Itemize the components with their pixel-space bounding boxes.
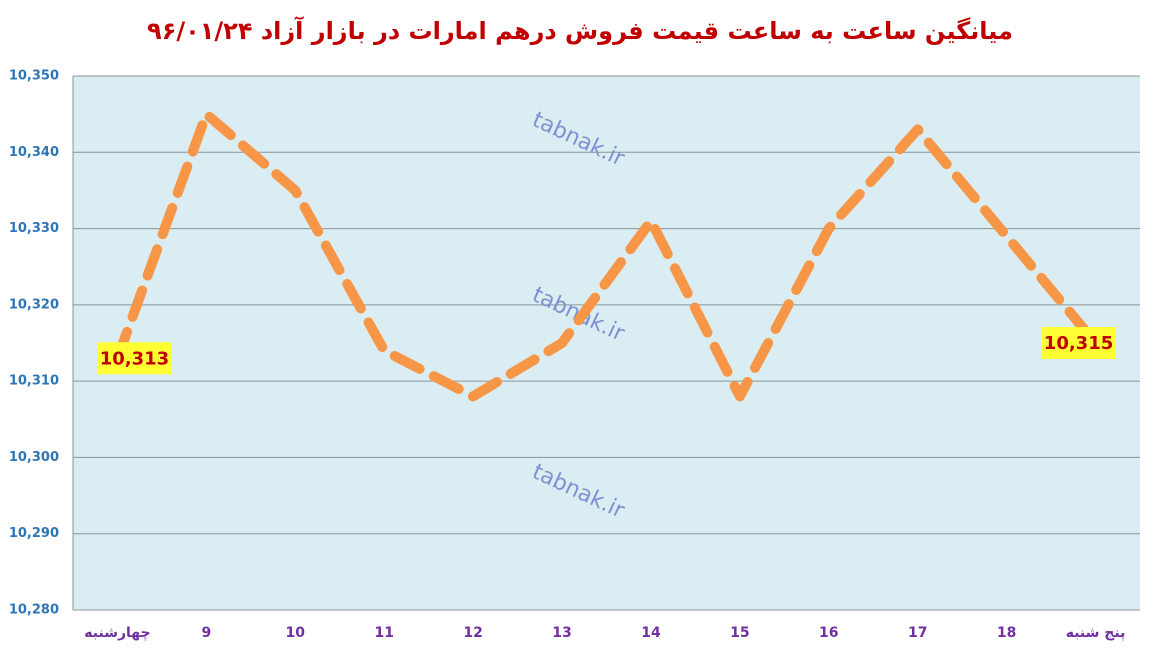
x-tick-label: پنج شنبه <box>1066 625 1126 641</box>
y-tick-label: 10,330 <box>9 221 59 236</box>
y-tick-label: 10,350 <box>9 69 59 84</box>
chart-title: میانگین ساعت به ساعت قیمت فروش درهم امار… <box>147 16 1013 45</box>
x-tick-label: 16 <box>819 625 838 641</box>
y-tick-label: 10,300 <box>9 450 59 465</box>
value-label: 10,315 <box>1044 333 1113 354</box>
x-tick-label: 18 <box>997 625 1016 641</box>
value-label-bg <box>97 342 172 375</box>
x-tick-label: 12 <box>463 625 482 641</box>
x-tick-label: 9 <box>202 625 212 641</box>
value-label: 10,313 <box>100 348 169 369</box>
y-tick-label: 10,320 <box>9 297 59 312</box>
value-label-bg <box>1041 327 1116 359</box>
x-tick-label: 13 <box>552 625 571 641</box>
y-tick-label: 10,310 <box>9 374 59 389</box>
plot-area <box>73 76 1140 610</box>
y-tick-label: 10,280 <box>9 603 59 618</box>
x-tick-label: 17 <box>908 625 927 641</box>
y-tick-label: 10,290 <box>9 526 59 541</box>
x-tick-label: 10 <box>286 625 306 641</box>
x-tick-label: چهارشنبه <box>84 625 150 641</box>
y-tick-label: 10,340 <box>9 145 59 160</box>
x-tick-label: 11 <box>374 625 393 641</box>
line <box>112 109 1101 402</box>
x-tick-label: 15 <box>730 625 749 641</box>
x-tick-label: 14 <box>641 625 661 641</box>
